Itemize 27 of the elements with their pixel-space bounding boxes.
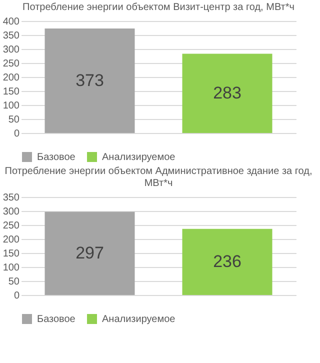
y-tick-label: 300: [2, 44, 20, 56]
legend-label: Анализируемое: [102, 314, 176, 325]
data-label: 283: [213, 83, 242, 102]
y-tick-label: 150: [2, 248, 20, 260]
y-tick-label: 350: [2, 192, 20, 204]
y-tick-label: 50: [8, 114, 20, 126]
data-label: 236: [213, 252, 242, 271]
y-tick-label: 250: [2, 58, 20, 70]
y-tick-label: 100: [2, 262, 20, 274]
legend-label: Базовое: [37, 314, 76, 325]
data-label: 297: [76, 243, 104, 262]
y-tick-label: 50: [8, 276, 20, 288]
data-label: 373: [76, 70, 104, 90]
y-tick-label: 200: [2, 234, 20, 246]
y-tick-label: 250: [2, 220, 20, 232]
legend-label: Анализируемое: [102, 152, 176, 163]
y-tick-label: 400: [2, 16, 20, 28]
y-tick-label: 0: [14, 128, 20, 140]
legend-label: Базовое: [37, 152, 76, 163]
y-tick-label: 200: [2, 72, 20, 84]
chart-title: Потребление энергии объектом Визит-центр за год, МВт*ч: [22, 2, 294, 13]
y-tick-label: 350: [2, 30, 20, 42]
y-tick-label: 100: [2, 100, 20, 112]
chart-title: Потребление энергии объектом Административное здание за год, МВт*ч: [4, 166, 312, 189]
y-tick-label: 150: [2, 86, 20, 98]
y-tick-label: 300: [2, 206, 20, 218]
y-tick-label: 0: [14, 290, 20, 302]
